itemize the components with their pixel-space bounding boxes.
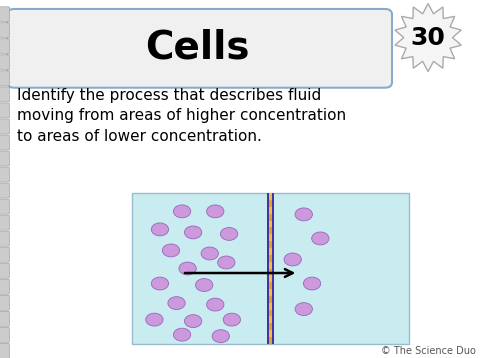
Circle shape [283, 253, 300, 266]
Bar [266, 303, 274, 310]
FancyBboxPatch shape [0, 311, 10, 326]
Circle shape [145, 313, 163, 326]
Bar [266, 323, 274, 330]
Circle shape [173, 328, 190, 341]
FancyBboxPatch shape [0, 295, 10, 310]
Bar [266, 262, 274, 268]
FancyBboxPatch shape [0, 343, 10, 358]
Bar [266, 221, 274, 227]
Bar [266, 193, 274, 200]
Bar [266, 207, 274, 214]
Circle shape [217, 256, 234, 269]
Circle shape [206, 205, 223, 218]
Circle shape [303, 277, 320, 290]
Circle shape [151, 277, 168, 290]
FancyBboxPatch shape [0, 55, 10, 70]
FancyBboxPatch shape [0, 167, 10, 182]
FancyBboxPatch shape [0, 135, 10, 150]
FancyBboxPatch shape [0, 103, 10, 118]
Bar [266, 316, 274, 323]
FancyBboxPatch shape [0, 231, 10, 246]
Bar [266, 248, 274, 255]
Text: Identify the process that describes fluid
moving from areas of higher concentrat: Identify the process that describes flui… [17, 88, 345, 144]
FancyBboxPatch shape [0, 263, 10, 278]
Bar [266, 330, 274, 337]
Circle shape [184, 226, 202, 239]
Polygon shape [394, 4, 460, 72]
Circle shape [195, 279, 212, 291]
Bar [266, 268, 274, 275]
Bar [266, 200, 274, 207]
Bar [266, 234, 274, 241]
Bar [266, 275, 274, 282]
FancyBboxPatch shape [0, 199, 10, 214]
Circle shape [162, 244, 180, 257]
Bar [266, 310, 274, 316]
Bar [266, 282, 274, 289]
Circle shape [220, 227, 237, 240]
Circle shape [168, 297, 185, 310]
FancyBboxPatch shape [0, 215, 10, 230]
Bar [132, 193, 408, 344]
Bar [272, 193, 274, 344]
Bar [266, 289, 274, 296]
FancyBboxPatch shape [0, 71, 10, 86]
Bar [266, 296, 274, 303]
FancyBboxPatch shape [0, 87, 10, 102]
Circle shape [223, 313, 240, 326]
Circle shape [206, 298, 223, 311]
FancyBboxPatch shape [0, 39, 10, 54]
FancyBboxPatch shape [7, 9, 391, 88]
FancyBboxPatch shape [0, 23, 10, 38]
Text: Cells: Cells [144, 28, 249, 66]
Circle shape [294, 303, 312, 315]
Bar [266, 241, 274, 248]
FancyBboxPatch shape [0, 151, 10, 166]
Circle shape [173, 205, 190, 218]
Circle shape [294, 208, 312, 221]
Bar [266, 214, 274, 221]
FancyBboxPatch shape [0, 183, 10, 198]
Circle shape [151, 223, 168, 236]
FancyBboxPatch shape [0, 247, 10, 262]
Bar [266, 337, 274, 344]
FancyBboxPatch shape [0, 119, 10, 134]
Circle shape [212, 330, 229, 343]
Text: 30: 30 [410, 25, 444, 50]
Bar [266, 193, 268, 344]
Text: © The Science Duo: © The Science Duo [381, 346, 475, 356]
Circle shape [179, 262, 196, 275]
FancyBboxPatch shape [0, 327, 10, 342]
FancyBboxPatch shape [0, 7, 10, 22]
Circle shape [201, 247, 218, 260]
Circle shape [311, 232, 328, 245]
FancyBboxPatch shape [0, 279, 10, 294]
Bar [266, 255, 274, 262]
Circle shape [184, 315, 202, 328]
Bar [266, 227, 274, 234]
